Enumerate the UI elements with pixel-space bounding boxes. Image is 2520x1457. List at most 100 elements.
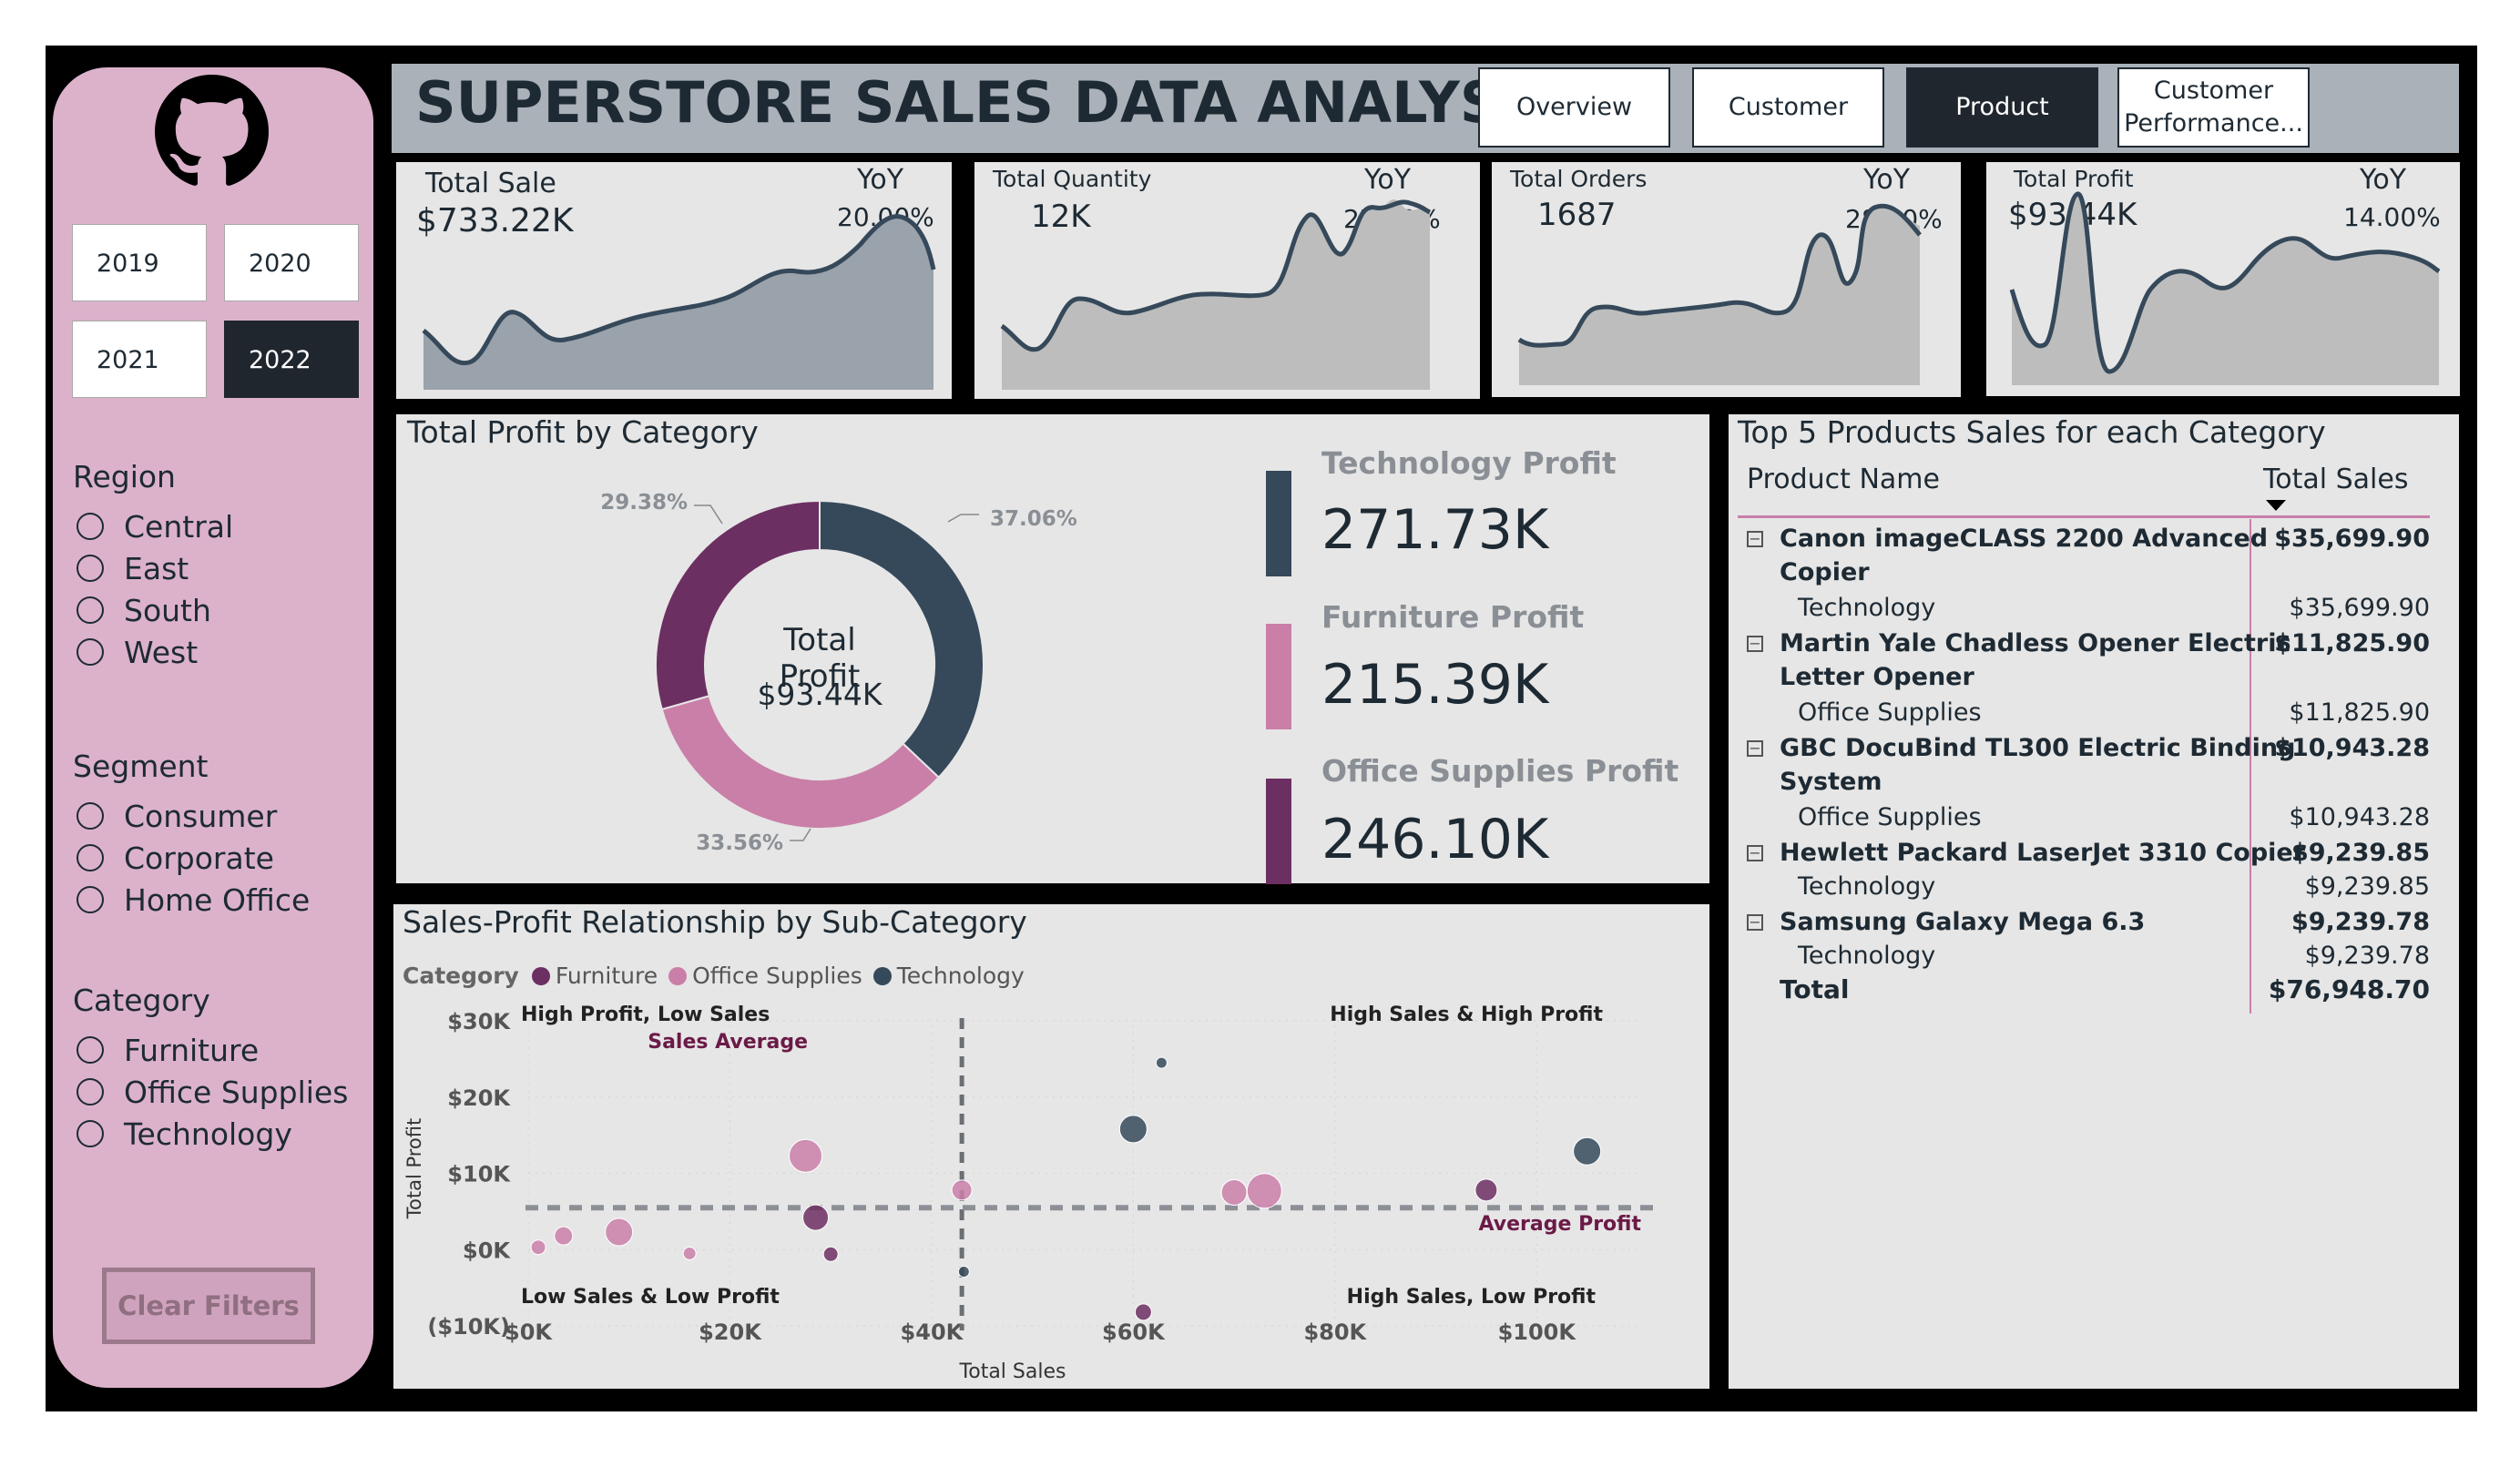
radio-icon[interactable] <box>77 844 104 871</box>
product-name-line1: GBC DocuBind TL300 Electric Binding <box>1780 734 2296 762</box>
quad-label-high-sales-high-profit: High Sales & High Profit <box>1330 1004 1603 1026</box>
point-furniture[interactable] <box>822 1246 839 1262</box>
collapse-icon[interactable]: − <box>1747 740 1763 757</box>
donut-slice-office-supplies[interactable] <box>655 499 821 711</box>
radio-icon[interactable] <box>77 555 104 582</box>
github-icon[interactable] <box>155 75 269 188</box>
product-sales-value: $35,699.90 <box>2274 525 2430 553</box>
profit-average-label: Average Profit <box>1479 1213 1642 1236</box>
panel-title: Sales-Profit Relationship by Sub-Categor… <box>403 904 1027 940</box>
table-total-label: Total <box>1780 974 1850 1004</box>
product-name-line1: Hewlett Packard LaserJet 3310 Copier <box>1780 839 2306 867</box>
radio-icon[interactable] <box>77 1120 104 1147</box>
collapse-icon[interactable]: − <box>1747 914 1763 931</box>
legend-label-technology[interactable]: Technology <box>896 963 1025 989</box>
segment-option-home-office[interactable]: Home Office <box>73 879 310 921</box>
product-name-line2: Letter Opener <box>1780 663 1974 691</box>
table-row-product[interactable]: Martin Yale Chadless Opener Electric Lett… <box>1780 627 2290 694</box>
y-axis-label: Total Profit <box>403 1118 425 1220</box>
collapse-icon[interactable]: − <box>1747 531 1763 547</box>
tab-overview[interactable]: Overview <box>1478 67 1670 148</box>
table-row-product[interactable]: Samsung Galaxy Mega 6.3 <box>1780 905 2145 939</box>
point-office-supplies[interactable] <box>789 1138 822 1173</box>
donut-slice-furniture[interactable] <box>660 695 941 830</box>
donut-leader-line <box>947 514 979 523</box>
sales-profit-scatter-chart: ($10K)$0K$10K$20K$30K$0K $20K $40K $60K $80K… <box>403 1004 1659 1383</box>
point-office-supplies[interactable] <box>682 1246 697 1260</box>
legend-label-office-supplies[interactable]: Office Supplies <box>692 963 862 989</box>
tab-product[interactable]: Product <box>1906 67 2098 148</box>
category-option-label: Furniture <box>124 1032 260 1068</box>
legend-dot-technology <box>872 966 892 985</box>
radio-icon[interactable] <box>77 1036 104 1064</box>
point-technology[interactable] <box>1573 1136 1602 1166</box>
table-row-product[interactable]: GBC DocuBind TL300 Electric Binding Syste… <box>1780 731 2295 799</box>
point-office-supplies[interactable] <box>951 1179 973 1201</box>
region-option-central[interactable]: Central <box>73 505 233 547</box>
scatter-legend: Category Furniture Office Supplies Techn… <box>403 963 1025 989</box>
segment-option-consumer[interactable]: Consumer <box>73 795 310 837</box>
point-technology[interactable] <box>1118 1115 1148 1144</box>
radio-icon[interactable] <box>77 638 104 666</box>
category-option-technology[interactable]: Technology <box>73 1113 348 1155</box>
kpi-label: Total Quantity <box>993 166 1152 192</box>
y-tick-label: $10K <box>447 1162 511 1187</box>
table-row-product[interactable]: Canon imageCLASS 2200 Advanced Copier <box>1780 522 2268 589</box>
kpi-value: 12K <box>1031 199 1091 235</box>
radio-icon[interactable] <box>77 1078 104 1105</box>
segment-option-corporate[interactable]: Corporate <box>73 837 310 879</box>
region-option-south[interactable]: South <box>73 589 233 631</box>
header-divider <box>1738 515 2430 518</box>
quad-label-high-sales-low-profit: High Sales, Low Profit <box>1347 1286 1597 1309</box>
radio-icon[interactable] <box>77 802 104 830</box>
point-furniture[interactable] <box>1474 1178 1498 1202</box>
point-office-supplies[interactable] <box>1246 1173 1282 1209</box>
point-furniture[interactable] <box>1134 1303 1152 1321</box>
table-row-product[interactable]: Hewlett Packard LaserJet 3310 Copier <box>1780 836 2305 870</box>
radio-icon[interactable] <box>77 596 104 624</box>
profit-donut-chart: 37.06% 33.56% 29.38% <box>600 491 1077 855</box>
category-option-furniture[interactable]: Furniture <box>73 1029 348 1071</box>
kpi-value: $733.22K <box>416 202 574 239</box>
point-office-supplies[interactable] <box>554 1226 574 1246</box>
radio-icon[interactable] <box>77 513 104 540</box>
collapse-icon[interactable]: − <box>1747 845 1763 861</box>
year-2022-button[interactable]: 2022 <box>224 321 359 398</box>
region-option-east[interactable]: East <box>73 547 233 589</box>
legend-furniture-name: Furniture Profit <box>1321 599 1585 635</box>
collapse-icon[interactable]: − <box>1747 636 1763 652</box>
legend-label-furniture[interactable]: Furniture <box>555 963 658 989</box>
kpi-sparkline <box>422 214 936 390</box>
column-header-sales[interactable]: Total Sales <box>2263 464 2409 495</box>
point-technology[interactable] <box>957 1266 970 1279</box>
clear-filters-button[interactable]: Clear Filters <box>102 1268 315 1344</box>
point-office-supplies[interactable] <box>1220 1178 1248 1206</box>
tab-customer[interactable]: Customer <box>1692 67 1884 148</box>
x-axis-label: Total Sales <box>959 1360 1066 1383</box>
tab-customer-performance[interactable]: Customer Performance... <box>2117 67 2310 148</box>
category-sales-value: $10,943.28 <box>2289 803 2430 831</box>
column-header-product[interactable]: Product Name <box>1747 464 1940 495</box>
point-office-supplies[interactable] <box>530 1239 546 1256</box>
kpi-card-total-orders: Total Orders 1687 YoY 28.00% <box>1492 162 1961 397</box>
point-office-supplies[interactable] <box>605 1218 634 1247</box>
region-option-west[interactable]: West <box>73 631 233 673</box>
category-option-office-supplies[interactable]: Office Supplies <box>73 1071 348 1113</box>
quad-label-high-profit-low-sales: High Profit, Low Sales <box>521 1004 770 1026</box>
filter-sidebar: 2019 2020 2021 2022 Region Central East … <box>53 67 373 1388</box>
year-2019-button[interactable]: 2019 <box>72 224 207 301</box>
donut-slice-technology[interactable] <box>819 499 985 779</box>
legend-swatch-technology <box>1266 471 1291 576</box>
donut-label-office-supplies: 29.38% <box>600 491 688 515</box>
kpi-value: 1687 <box>1537 197 1617 233</box>
point-furniture[interactable] <box>802 1204 830 1231</box>
year-2021-button[interactable]: 2021 <box>72 321 207 398</box>
radio-icon[interactable] <box>77 886 104 913</box>
sort-desc-icon[interactable] <box>2266 500 2286 511</box>
point-technology[interactable] <box>1155 1056 1168 1069</box>
year-2020-button[interactable]: 2020 <box>224 224 359 301</box>
table-row-category: Office Supplies <box>1798 803 1982 831</box>
kpi-sparkline <box>1000 199 1432 390</box>
legend-swatch-furniture <box>1266 624 1291 729</box>
kpi-label: Total Profit <box>2014 166 2134 192</box>
